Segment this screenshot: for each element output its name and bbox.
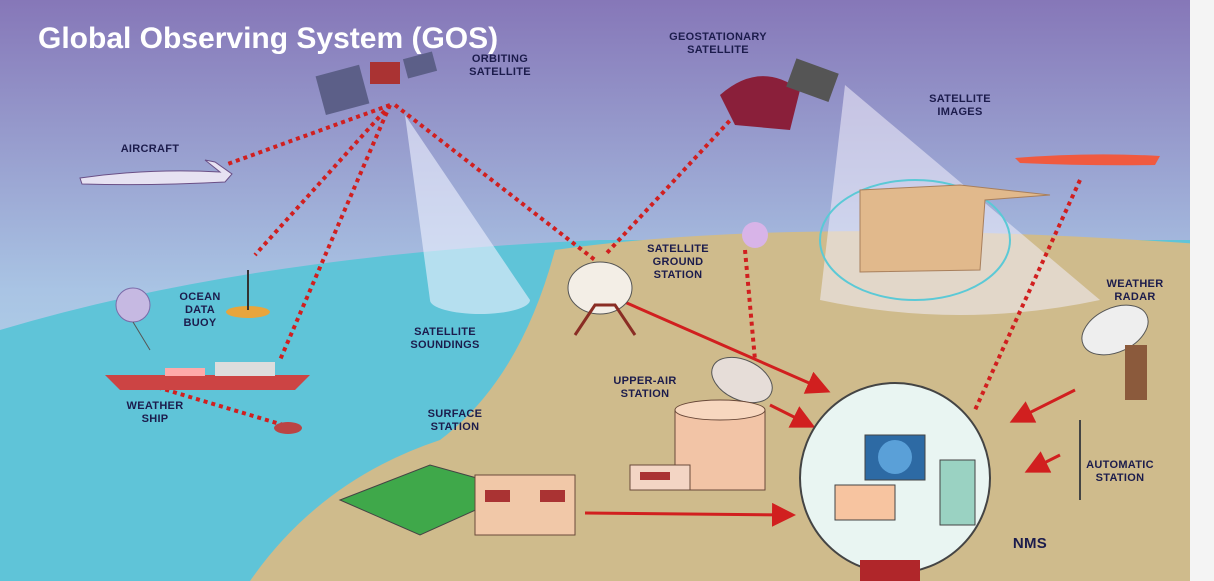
label-text: SOUNDINGS [410, 339, 479, 351]
satellites-part [370, 62, 400, 84]
nms-center-part [940, 460, 975, 525]
label-text: AUTOMATIC [1086, 459, 1154, 471]
ocean-stations-part [165, 368, 205, 376]
label-text: STATION [431, 421, 480, 433]
nms-center-part [835, 485, 895, 520]
land-stations-part [640, 472, 670, 480]
land-stations-part [475, 475, 575, 535]
label-text: BUOY [184, 317, 217, 329]
label-text: STATION [654, 269, 703, 281]
label-text: WEATHER [1107, 278, 1164, 290]
page: Global Observing System (GOS) AIRCRAFT OR… [0, 0, 1214, 581]
nms-center [800, 383, 990, 573]
background-part [1190, 0, 1214, 581]
label-text: NMS [1013, 535, 1047, 552]
ocean-stations-part [215, 362, 275, 376]
label-text: WEATHER [127, 400, 184, 412]
label-text: SATELLITE [414, 326, 476, 338]
label-text: AIRCRAFT [121, 143, 180, 155]
land-stations-part [1125, 345, 1147, 400]
nms-center-part [878, 440, 912, 474]
label-text: GROUND [653, 256, 704, 268]
label-text: GEOSTATIONARY [669, 31, 767, 43]
ocean-stations-part [274, 422, 302, 434]
label-text: STATION [621, 388, 670, 400]
land-stations-part [675, 400, 765, 420]
label-text: RADAR [1114, 291, 1155, 303]
label-text: OCEAN [179, 291, 220, 303]
label-text: SATELLITE [647, 243, 709, 255]
title: Global Observing System (GOS) [38, 22, 498, 55]
label-text: SURFACE [428, 408, 483, 420]
label-text: DATA [185, 304, 215, 316]
label-text: SATELLITE [929, 93, 991, 105]
label-text: IMAGES [937, 106, 982, 118]
label-text: SHIP [142, 413, 169, 425]
label-text: ORBITING [472, 53, 528, 65]
land-stations-part [540, 490, 565, 502]
land-stations-part [742, 222, 768, 248]
corner-mark [860, 560, 920, 581]
ocean-stations-part [105, 375, 310, 390]
data-links-part [585, 513, 790, 515]
land-stations-part [485, 490, 510, 502]
label-text: SATELLITE [687, 44, 749, 56]
gos-diagram: Global Observing System (GOS) AIRCRAFT OR… [0, 0, 1214, 581]
label-text: STATION [1096, 472, 1145, 484]
label-text: SATELLITE [469, 66, 531, 78]
label-text: UPPER-AIR [613, 375, 676, 387]
ocean-stations-part [116, 288, 150, 322]
